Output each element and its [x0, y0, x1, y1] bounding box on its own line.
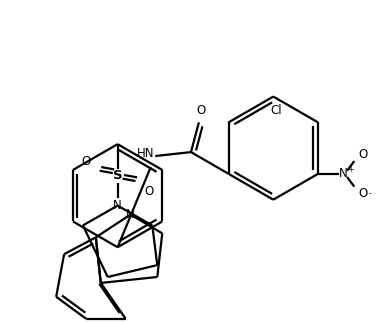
- Text: +: +: [347, 166, 354, 175]
- Text: O: O: [358, 187, 367, 200]
- Text: N: N: [339, 167, 348, 180]
- Text: Cl: Cl: [270, 104, 282, 117]
- Text: -: -: [369, 189, 372, 198]
- Text: O: O: [81, 155, 90, 167]
- Text: O: O: [358, 147, 367, 161]
- Text: HN: HN: [137, 147, 154, 160]
- Text: O: O: [145, 185, 154, 198]
- Text: N: N: [113, 199, 122, 212]
- Text: S: S: [113, 169, 123, 182]
- Text: N: N: [126, 208, 135, 221]
- Text: O: O: [196, 104, 206, 117]
